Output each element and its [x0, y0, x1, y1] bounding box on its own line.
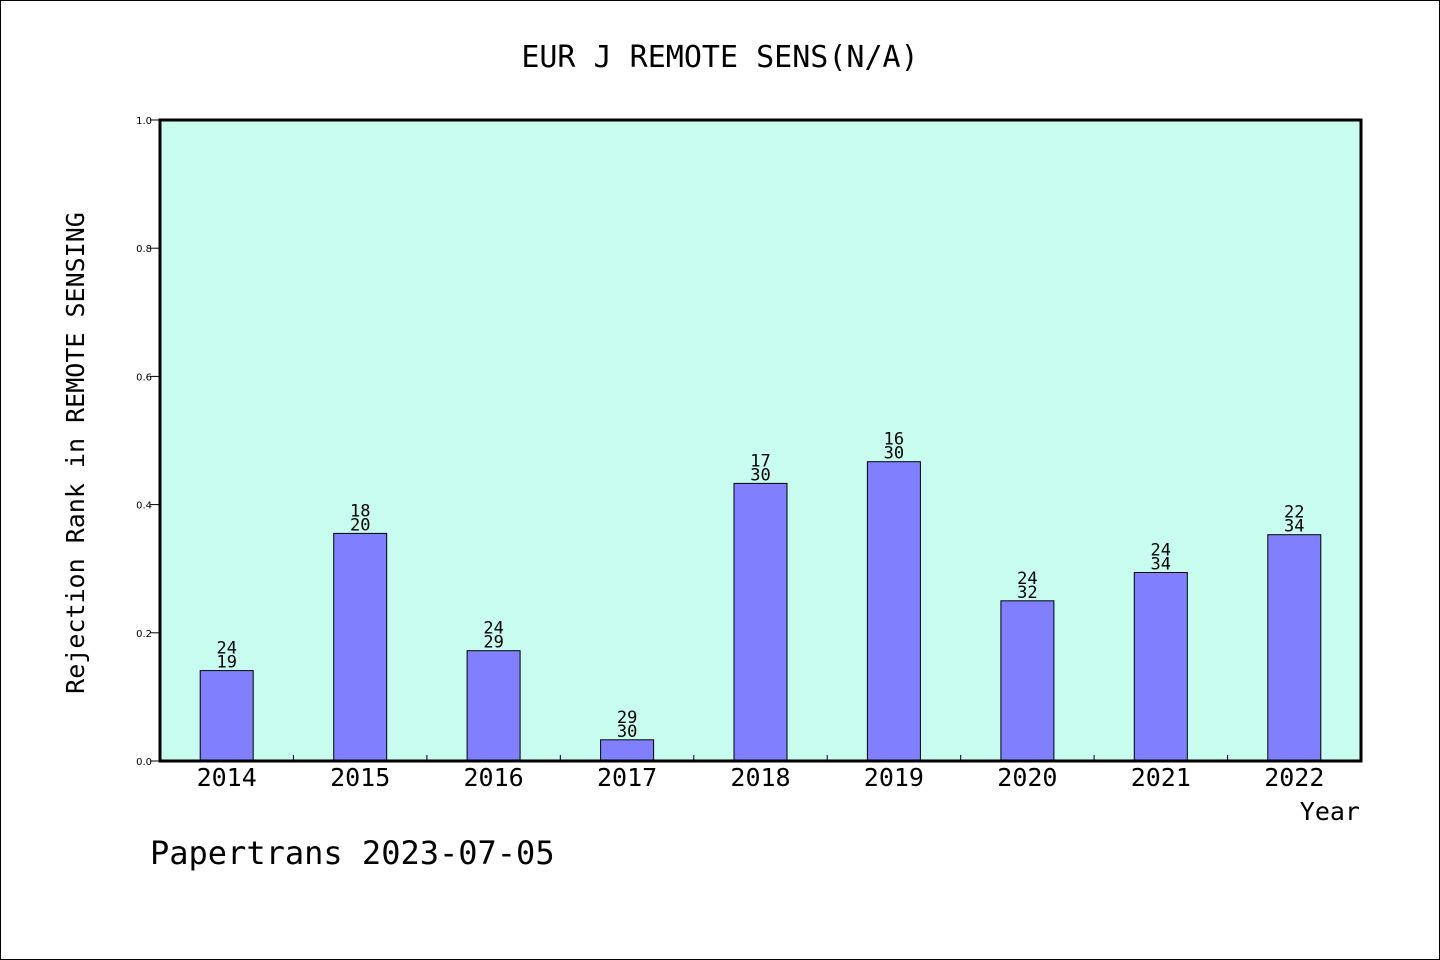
bar-2017: [600, 739, 655, 762]
y-axis-label: Rejection Rank in REMOTE SENSING: [61, 212, 90, 694]
y-tick-label: 0.4: [136, 501, 152, 512]
y-tick-label: 1.0: [136, 116, 152, 127]
bar-2014: [199, 670, 254, 762]
bars-group: [199, 461, 1322, 762]
x-tick-label-2021: 2021: [1131, 763, 1191, 792]
bar-label-bottom-2015: 20: [350, 515, 370, 535]
bar-2016: [466, 650, 521, 762]
bar-label-bottom-2022: 34: [1284, 517, 1304, 537]
bar-label-top-2016: 24: [483, 619, 503, 639]
bar-label-top-2019: 16: [884, 430, 904, 450]
x-tick-label-2019: 2019: [864, 763, 924, 792]
bar-label-top-2017: 29: [617, 708, 637, 728]
bar-label-top-2020: 24: [1017, 569, 1037, 589]
bar-label-top-2014: 24: [216, 639, 236, 659]
bar-2015: [333, 532, 388, 762]
bar-label-bottom-2017: 30: [617, 722, 637, 742]
bar-label-top-2022: 22: [1284, 503, 1304, 523]
chart-title: EUR J REMOTE SENS(N/A): [521, 40, 918, 75]
x-tick-label-2015: 2015: [330, 763, 390, 792]
bar-2020: [1000, 600, 1055, 762]
x-tick-label-2018: 2018: [730, 763, 790, 792]
y-tick-label: 0.8: [136, 244, 152, 255]
bar-2022: [1267, 534, 1322, 762]
plot-border: [158, 118, 1363, 763]
bar-label-bottom-2018: 30: [750, 465, 770, 485]
x-tick-label-2022: 2022: [1264, 763, 1324, 792]
bar-label-bottom-2020: 32: [1017, 583, 1037, 603]
bar-label-bottom-2016: 29: [483, 633, 503, 653]
bar-label-bottom-2014: 19: [216, 653, 236, 673]
bar-2018: [733, 482, 788, 762]
x-tick-label-2014: 2014: [197, 763, 257, 792]
y-tick-label: 0.6: [136, 372, 152, 383]
y-tick-label: 0.0: [136, 757, 152, 768]
x-axis-label: Year: [1300, 797, 1360, 826]
footer-credit: Papertrans 2023-07-05: [150, 834, 555, 872]
x-tick-label-2017: 2017: [597, 763, 657, 792]
bar-label-bottom-2019: 30: [884, 444, 904, 464]
bar-2019: [866, 461, 921, 762]
bar-2021: [1133, 572, 1188, 762]
y-axis: 0.0 0.2 0.4 0.6 0.8 1.0: [136, 116, 160, 768]
x-tick-label-2016: 2016: [463, 763, 523, 792]
bar-label-top-2021: 24: [1151, 541, 1171, 561]
y-tick-label: 0.2: [136, 629, 152, 640]
bar-label-top-2018: 17: [750, 451, 770, 471]
x-tick-label-2020: 2020: [997, 763, 1057, 792]
bar-label-bottom-2021: 34: [1151, 555, 1171, 575]
bar-label-top-2015: 18: [350, 501, 370, 521]
x-axis: 2014 2015 2016 2017 2018 2019 2020 2021 2022: [197, 755, 1324, 792]
